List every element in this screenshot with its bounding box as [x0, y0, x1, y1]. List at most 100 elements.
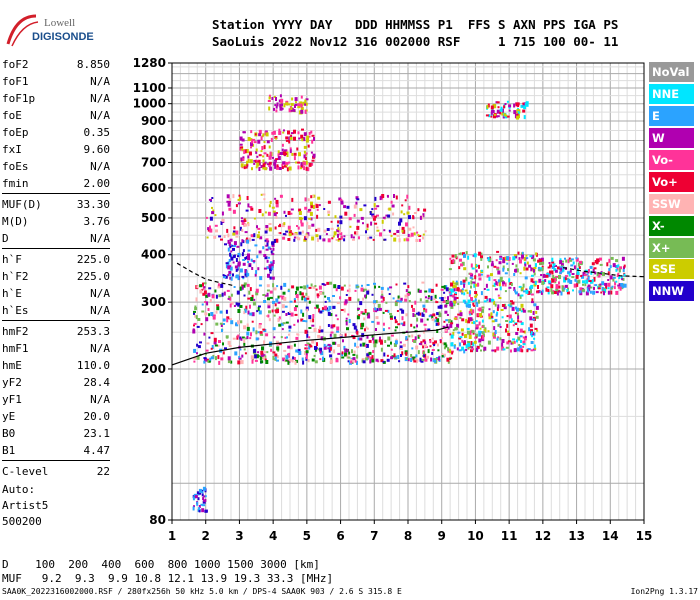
echo-point	[275, 109, 278, 113]
echo-point	[509, 321, 512, 323]
echo-point	[272, 247, 275, 251]
echo-point	[353, 204, 357, 209]
echo-point	[274, 303, 277, 307]
echo-point	[508, 286, 512, 289]
echo-point	[270, 276, 273, 280]
echo-point	[272, 260, 275, 264]
echo-point	[488, 298, 491, 303]
echo-point	[269, 261, 273, 264]
echo-point	[306, 221, 309, 225]
echo-point	[276, 359, 279, 362]
echo-point	[394, 316, 396, 320]
echo-point	[506, 256, 510, 261]
echo-point	[329, 354, 333, 358]
echo-point	[343, 308, 346, 313]
echo-point	[284, 305, 288, 308]
echo-point	[620, 286, 624, 290]
footer-file-info: SAA0K_2022316002000.RSF / 280fx256h 50 k…	[2, 587, 402, 596]
echo-point	[607, 290, 610, 295]
echo-point	[469, 290, 471, 295]
echo-point	[431, 349, 435, 351]
echo-point	[582, 280, 585, 284]
echo-point	[450, 334, 454, 339]
echo-point	[589, 265, 593, 269]
echo-point	[510, 300, 513, 303]
echo-point	[251, 167, 253, 171]
echo-point	[240, 163, 244, 168]
echo-point	[530, 289, 532, 294]
echo-point	[469, 272, 473, 275]
echo-point	[462, 252, 465, 256]
echo-point	[470, 263, 473, 268]
echo-point	[519, 348, 523, 353]
echo-point	[578, 290, 582, 294]
echo-point	[265, 244, 268, 247]
echo-point	[508, 106, 511, 109]
echo-point	[246, 336, 249, 339]
echo-point	[559, 266, 563, 269]
param-row: foEs N/A	[2, 158, 110, 175]
echo-point	[213, 235, 217, 239]
echo-point	[301, 230, 304, 234]
echo-point	[591, 262, 595, 266]
echo-point	[501, 304, 505, 307]
echo-point	[239, 143, 243, 146]
echo-point	[210, 356, 214, 360]
param-name: h`Es	[2, 304, 29, 317]
echo-point	[546, 286, 550, 289]
echo-point	[241, 221, 245, 225]
echo-point	[258, 129, 262, 134]
echo-point	[467, 320, 471, 324]
echo-point	[264, 161, 267, 164]
echo-point	[249, 152, 252, 156]
echo-point	[422, 345, 425, 349]
echo-point	[366, 290, 370, 295]
echo-point	[265, 132, 269, 137]
echo-point	[507, 330, 510, 333]
auto-code: 500200	[2, 515, 42, 528]
echo-point	[242, 262, 246, 266]
echo-point	[380, 295, 384, 299]
echo-point	[326, 228, 330, 231]
echo-point	[494, 113, 496, 116]
echo-point	[551, 270, 554, 275]
echo-point	[494, 303, 497, 307]
echo-point	[308, 300, 311, 304]
param-value: N/A	[90, 287, 110, 300]
echo-point	[483, 333, 485, 337]
echo-point	[245, 305, 248, 310]
echo-point	[589, 290, 592, 294]
echo-point	[309, 345, 313, 348]
echo-point	[356, 225, 360, 230]
echo-point	[567, 271, 571, 275]
echo-point	[499, 257, 503, 260]
echo-point	[468, 303, 471, 308]
echo-point	[274, 197, 277, 200]
echo-point	[451, 351, 454, 355]
echo-point	[339, 232, 343, 236]
echo-point	[596, 272, 599, 276]
echo-point	[260, 360, 264, 364]
echo-point	[217, 283, 220, 287]
echo-point	[530, 267, 533, 272]
echo-point	[318, 308, 321, 313]
param-name: foEp	[2, 126, 29, 139]
echo-point	[337, 229, 341, 234]
echo-point	[504, 272, 508, 275]
echo-point	[511, 301, 515, 305]
echo-point	[232, 255, 236, 259]
echo-point	[293, 152, 297, 156]
echo-point	[217, 344, 220, 347]
echo-point	[304, 109, 307, 114]
echo-point	[455, 280, 458, 283]
echo-point	[429, 345, 432, 348]
echo-point	[561, 268, 565, 272]
echo-point	[529, 292, 532, 295]
echo-point	[556, 291, 559, 296]
echo-point	[243, 325, 246, 330]
echo-point	[400, 322, 404, 325]
echo-point	[262, 246, 265, 250]
echo-point	[461, 339, 464, 343]
echo-point	[539, 267, 542, 272]
legend-item-w: W	[649, 127, 694, 148]
